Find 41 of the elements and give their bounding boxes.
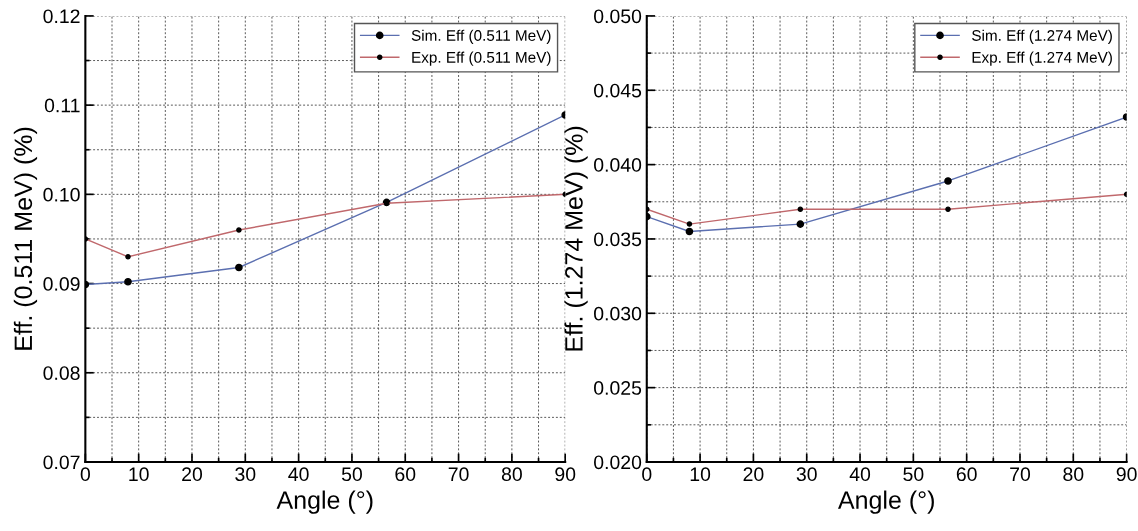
x-tick-label: 30 <box>796 467 817 482</box>
x-tick-label: 90 <box>1116 467 1137 482</box>
x-tick-label: 70 <box>448 467 469 482</box>
x-tick-label: 20 <box>743 467 764 482</box>
x-tick-label: 60 <box>395 467 416 482</box>
x-tick-label: 20 <box>182 467 203 482</box>
y-tick-label: 0.040 <box>594 158 642 172</box>
x-tick-label: 70 <box>1010 467 1031 482</box>
x-tick-label: 40 <box>288 467 309 482</box>
y-axis-title: Eff. (1.274 MeV) (%) <box>564 126 588 351</box>
legend-label: Sim. Eff (1.274 MeV) <box>972 29 1112 44</box>
x-tick-label: 30 <box>235 467 256 482</box>
x-tick-label: 10 <box>129 467 149 482</box>
y-tick-label: 0.035 <box>594 232 642 247</box>
y-tick-label: 0.045 <box>594 83 642 98</box>
y-tick-label: 0.020 <box>594 455 642 470</box>
y-tick-label: 0.09 <box>43 277 80 291</box>
y-tick-label: 0.050 <box>594 9 642 24</box>
x-tick-label: 50 <box>903 467 924 482</box>
x-tick-label: 60 <box>956 467 977 482</box>
legend-label: Exp. Eff (0.511 MeV) <box>412 51 551 66</box>
x-axis-title: Angle (°) <box>276 490 373 514</box>
legend-label: Sim. Eff (0.511 MeV) <box>411 29 551 44</box>
x-tick-label: 80 <box>501 467 522 482</box>
y-tick-label: 0.11 <box>44 98 80 113</box>
y-tick-label: 0.12 <box>43 9 80 24</box>
x-tick-label: 0 <box>642 467 652 482</box>
x-tick-label: 0 <box>80 467 90 482</box>
y-tick-label: 0.08 <box>43 366 80 380</box>
x-tick-label: 80 <box>1063 467 1084 482</box>
x-tick-label: 10 <box>690 467 711 482</box>
legend-label: Exp. Eff (1.274 MeV) <box>972 51 1112 66</box>
x-tick-label: 90 <box>555 467 576 482</box>
x-tick-label: 40 <box>849 467 871 482</box>
y-axis-title: Eff. (0.511 MeV) (%) <box>13 127 38 350</box>
y-tick-label: 0.10 <box>43 187 80 202</box>
x-tick-label: 50 <box>341 467 362 482</box>
y-tick-label: 0.030 <box>594 306 642 321</box>
y-tick-label: 0.07 <box>43 455 80 470</box>
x-axis-title: Angle (°) <box>837 490 934 514</box>
y-tick-label: 0.025 <box>594 381 642 395</box>
